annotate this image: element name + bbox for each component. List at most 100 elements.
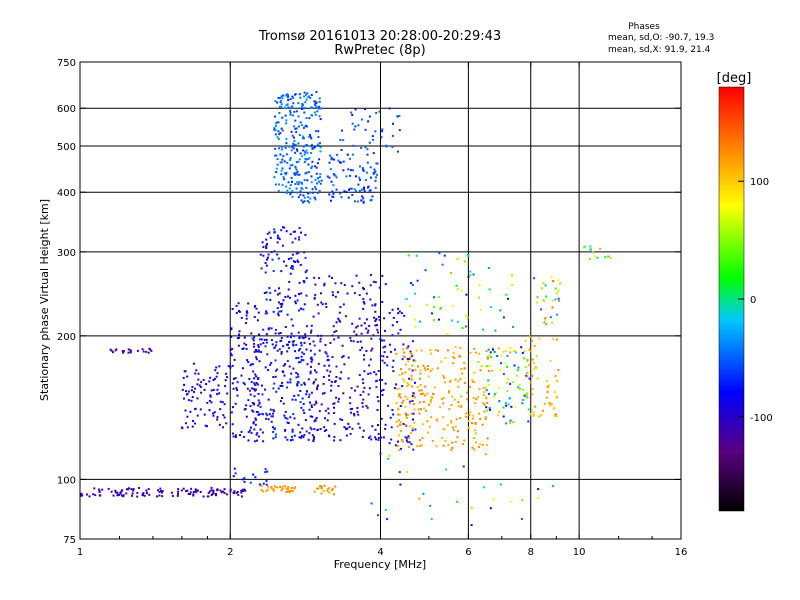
data-point	[372, 334, 375, 337]
data-point	[320, 179, 323, 182]
data-point	[467, 254, 470, 257]
data-point	[287, 347, 290, 349]
x-tick-label: 2	[227, 547, 233, 558]
data-point	[609, 256, 612, 259]
data-point	[409, 356, 412, 359]
data-point	[306, 96, 309, 99]
data-point	[273, 127, 276, 130]
data-point	[230, 354, 233, 357]
data-point	[478, 284, 481, 287]
data-point	[260, 351, 263, 353]
data-point	[381, 130, 384, 133]
data-point	[355, 333, 358, 336]
data-point	[285, 491, 288, 494]
data-point	[404, 371, 407, 374]
data-point	[296, 299, 299, 302]
data-point	[267, 485, 270, 488]
data-point	[369, 274, 372, 276]
data-point	[473, 347, 476, 350]
data-point	[483, 403, 486, 406]
data-point	[333, 338, 336, 341]
data-point	[490, 356, 492, 358]
data-point	[420, 349, 423, 352]
data-point	[310, 404, 313, 407]
data-point	[505, 293, 508, 296]
data-point	[411, 284, 414, 286]
data-point	[475, 432, 478, 435]
data-point	[333, 422, 336, 425]
data-point	[512, 381, 515, 384]
data-point	[524, 339, 527, 342]
data-point	[397, 413, 399, 416]
data-point	[253, 440, 256, 443]
data-point	[276, 253, 279, 256]
data-point	[526, 375, 529, 378]
data-point	[548, 384, 551, 387]
data-point	[196, 397, 199, 400]
data-point	[386, 518, 389, 521]
data-point	[465, 415, 468, 418]
data-point	[318, 100, 321, 103]
data-point	[286, 360, 289, 362]
data-point	[232, 406, 234, 409]
data-point	[478, 388, 481, 391]
data-point	[310, 137, 313, 140]
data-point	[231, 423, 234, 426]
data-point	[544, 284, 547, 287]
data-point	[335, 321, 338, 324]
data-point	[470, 506, 473, 509]
data-point	[308, 157, 311, 160]
data-point	[373, 168, 376, 171]
data-point	[403, 380, 406, 383]
data-point	[180, 489, 183, 492]
data-point	[301, 397, 304, 400]
data-point	[474, 429, 476, 432]
data-point	[192, 420, 194, 422]
data-point	[303, 381, 306, 384]
data-point	[312, 191, 314, 194]
data-point	[410, 353, 413, 356]
data-point	[290, 332, 293, 335]
data-point	[278, 133, 281, 136]
data-point	[397, 408, 400, 411]
data-point	[273, 231, 276, 234]
data-point	[323, 364, 326, 367]
data-point	[465, 412, 468, 415]
data-point	[243, 476, 246, 479]
data-point	[270, 327, 273, 330]
data-point	[245, 343, 248, 346]
data-point	[292, 147, 295, 150]
data-point	[462, 443, 464, 445]
data-point	[378, 286, 381, 289]
data-point	[452, 362, 455, 365]
data-point	[253, 388, 255, 391]
data-point	[253, 395, 256, 398]
data-point	[456, 436, 459, 439]
data-point	[308, 408, 311, 411]
data-point	[272, 270, 275, 272]
data-point	[374, 304, 377, 307]
data-point	[457, 430, 459, 433]
data-point	[234, 436, 237, 438]
data-point	[413, 396, 416, 399]
data-point	[280, 105, 283, 108]
data-point	[340, 149, 343, 151]
data-point	[507, 403, 510, 406]
phase-info-title: Phases	[628, 22, 660, 32]
data-point	[557, 289, 560, 292]
data-point	[280, 337, 283, 339]
data-point	[212, 414, 215, 417]
data-point	[487, 384, 490, 386]
x-tick-label: 16	[675, 547, 688, 558]
data-point	[333, 174, 336, 177]
data-point	[375, 176, 377, 179]
x-tick-label: 6	[465, 547, 471, 558]
data-point	[284, 363, 286, 366]
data-point	[460, 289, 463, 292]
data-point	[450, 448, 453, 451]
data-point	[351, 407, 354, 410]
data-point	[194, 407, 197, 410]
data-point	[304, 150, 307, 153]
data-point	[346, 292, 349, 295]
data-point	[506, 354, 509, 357]
